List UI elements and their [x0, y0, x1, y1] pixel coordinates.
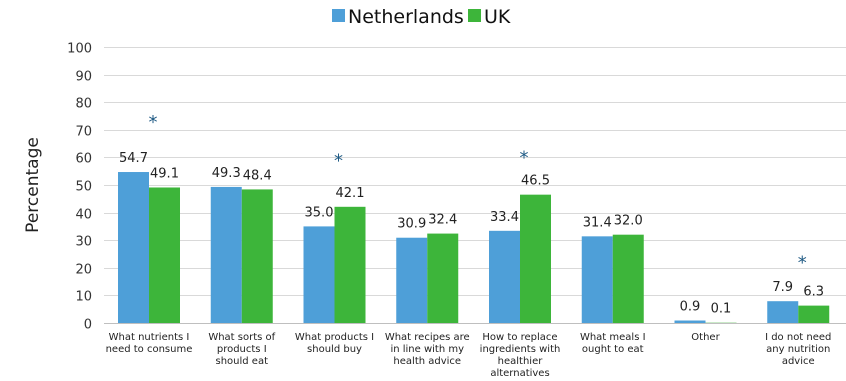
y-tick-label: 20 [75, 263, 92, 278]
category-label: What recipes are in line with my health ad… [385, 332, 470, 367]
data-label-uk: 48.4 [243, 168, 272, 183]
category-label-line: What meals I [580, 332, 646, 343]
category-label-line: Other [691, 332, 720, 343]
category-label-line: I do not need [765, 332, 831, 343]
y-tick-label: 30 [75, 235, 92, 250]
data-label-netherlands: 33.4 [490, 210, 519, 225]
data-label-netherlands: 49.3 [212, 166, 241, 181]
bar-netherlands [210, 186, 242, 323]
data-label-netherlands: 31.4 [583, 215, 612, 230]
significance-star: * [520, 148, 529, 169]
bar-uk [612, 234, 644, 323]
category-label-line: What recipes are [385, 332, 470, 343]
legend: Netherlands UK [332, 6, 511, 28]
bar-uk [241, 189, 273, 323]
bar-netherlands [767, 301, 799, 323]
category-label-line: healthier [498, 356, 544, 367]
data-label-uk: 32.0 [614, 214, 643, 229]
y-tick-label: 60 [75, 152, 92, 167]
legend-label-netherlands: Netherlands [348, 6, 464, 28]
y-axis-label: Percentage [23, 137, 43, 233]
category-label-line: What products I [295, 332, 374, 343]
data-labels: 54.7 49.3 35.0 30.9 33.4 31.4 0.9 7.9 49.1 48.4 42… [119, 151, 824, 317]
category-label-line: How to replace [482, 332, 557, 343]
bar-uk [520, 194, 551, 323]
data-label-netherlands: 0.9 [680, 300, 701, 315]
significance-star: * [334, 150, 343, 171]
category-label-line: What sorts of [208, 332, 275, 343]
legend-label-uk: UK [484, 6, 511, 28]
category-label-line: advice [782, 356, 815, 367]
category-label-line: products I [217, 344, 267, 355]
category-label-line: ought to eat [582, 344, 644, 355]
bar-uk [149, 187, 180, 323]
bar-uk [334, 206, 366, 323]
bar-uk [798, 305, 830, 323]
bar-uk [427, 233, 459, 323]
bar-netherlands [674, 320, 706, 323]
bar-netherlands [118, 172, 149, 323]
bar-netherlands [489, 230, 520, 323]
data-label-uk: 0.1 [711, 302, 732, 317]
category-label-line: any nutrition [766, 344, 830, 355]
data-label-uk: 32.4 [428, 213, 457, 228]
y-tick-label: 70 [75, 125, 92, 140]
y-tick-label: 100 [67, 42, 92, 57]
category-label-line: in line with my [390, 344, 464, 355]
category-label-line: should eat [215, 356, 268, 367]
y-tick-label: 50 [75, 180, 92, 195]
significance-star: * [149, 112, 158, 133]
data-label-uk: 6.3 [803, 285, 824, 300]
data-label-netherlands: 7.9 [772, 280, 793, 295]
category-label-line: ingredients with [480, 344, 561, 355]
legend-swatch-uk [468, 9, 481, 22]
category-label-line: health advice [393, 356, 461, 367]
bar-netherlands [581, 236, 613, 323]
y-tick-label: 80 [75, 97, 92, 112]
category-label-line: need to consume [106, 344, 193, 355]
y-tick-label: 90 [75, 70, 92, 85]
data-label-uk: 46.5 [521, 174, 550, 189]
data-label-netherlands: 35.0 [305, 205, 334, 220]
legend-swatch-netherlands [332, 9, 345, 22]
bars [118, 172, 830, 323]
category-label-line: should buy [307, 344, 362, 355]
category-label: Other [691, 332, 720, 343]
y-tick-label: 0 [84, 318, 92, 333]
y-axis-ticks: 0 10 20 30 40 50 60 70 80 90 100 [67, 42, 92, 333]
data-label-netherlands: 30.9 [397, 217, 426, 232]
significance-star: * [798, 253, 807, 274]
category-label: I do not need any nutrition advice [765, 332, 831, 367]
data-label-netherlands: 54.7 [119, 151, 148, 166]
bar-netherlands [303, 226, 335, 323]
category-label-line: alternatives [490, 368, 549, 379]
category-label: How to replace ingredients with healthier a… [480, 332, 561, 379]
data-label-uk: 42.1 [336, 186, 365, 201]
category-label-line: What nutrients I [109, 332, 190, 343]
bar-netherlands [396, 237, 428, 323]
data-label-uk: 49.1 [150, 166, 179, 181]
y-tick-label: 40 [75, 208, 92, 223]
y-tick-label: 10 [75, 290, 92, 305]
significance-markers: * * * * [149, 112, 807, 274]
